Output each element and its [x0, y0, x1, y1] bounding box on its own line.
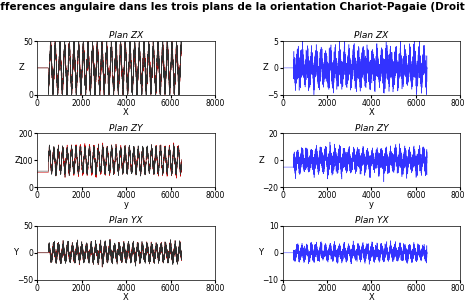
- Y-axis label: Z: Z: [14, 156, 20, 165]
- Title: Plan YX: Plan YX: [355, 216, 388, 225]
- Y-axis label: Y: Y: [259, 248, 264, 257]
- X-axis label: X: X: [369, 108, 374, 117]
- Y-axis label: Z: Z: [263, 64, 269, 72]
- Y-axis label: Z: Z: [19, 64, 25, 72]
- Title: Plan ZY: Plan ZY: [109, 124, 143, 133]
- Title: Plan YX: Plan YX: [109, 216, 143, 225]
- Text: Differences angulaire dans les trois plans de la orientation Chariot-Pagaie (Dro: Differences angulaire dans les trois pla…: [0, 2, 465, 12]
- X-axis label: X: X: [369, 293, 374, 302]
- X-axis label: y: y: [124, 200, 129, 209]
- Title: Plan ZX: Plan ZX: [109, 31, 143, 40]
- X-axis label: y: y: [369, 200, 374, 209]
- Title: Plan ZY: Plan ZY: [355, 124, 388, 133]
- X-axis label: X: X: [123, 108, 129, 117]
- Title: Plan ZX: Plan ZX: [354, 31, 389, 40]
- Y-axis label: Z: Z: [258, 156, 264, 165]
- Y-axis label: Y: Y: [13, 248, 18, 257]
- X-axis label: X: X: [123, 293, 129, 302]
